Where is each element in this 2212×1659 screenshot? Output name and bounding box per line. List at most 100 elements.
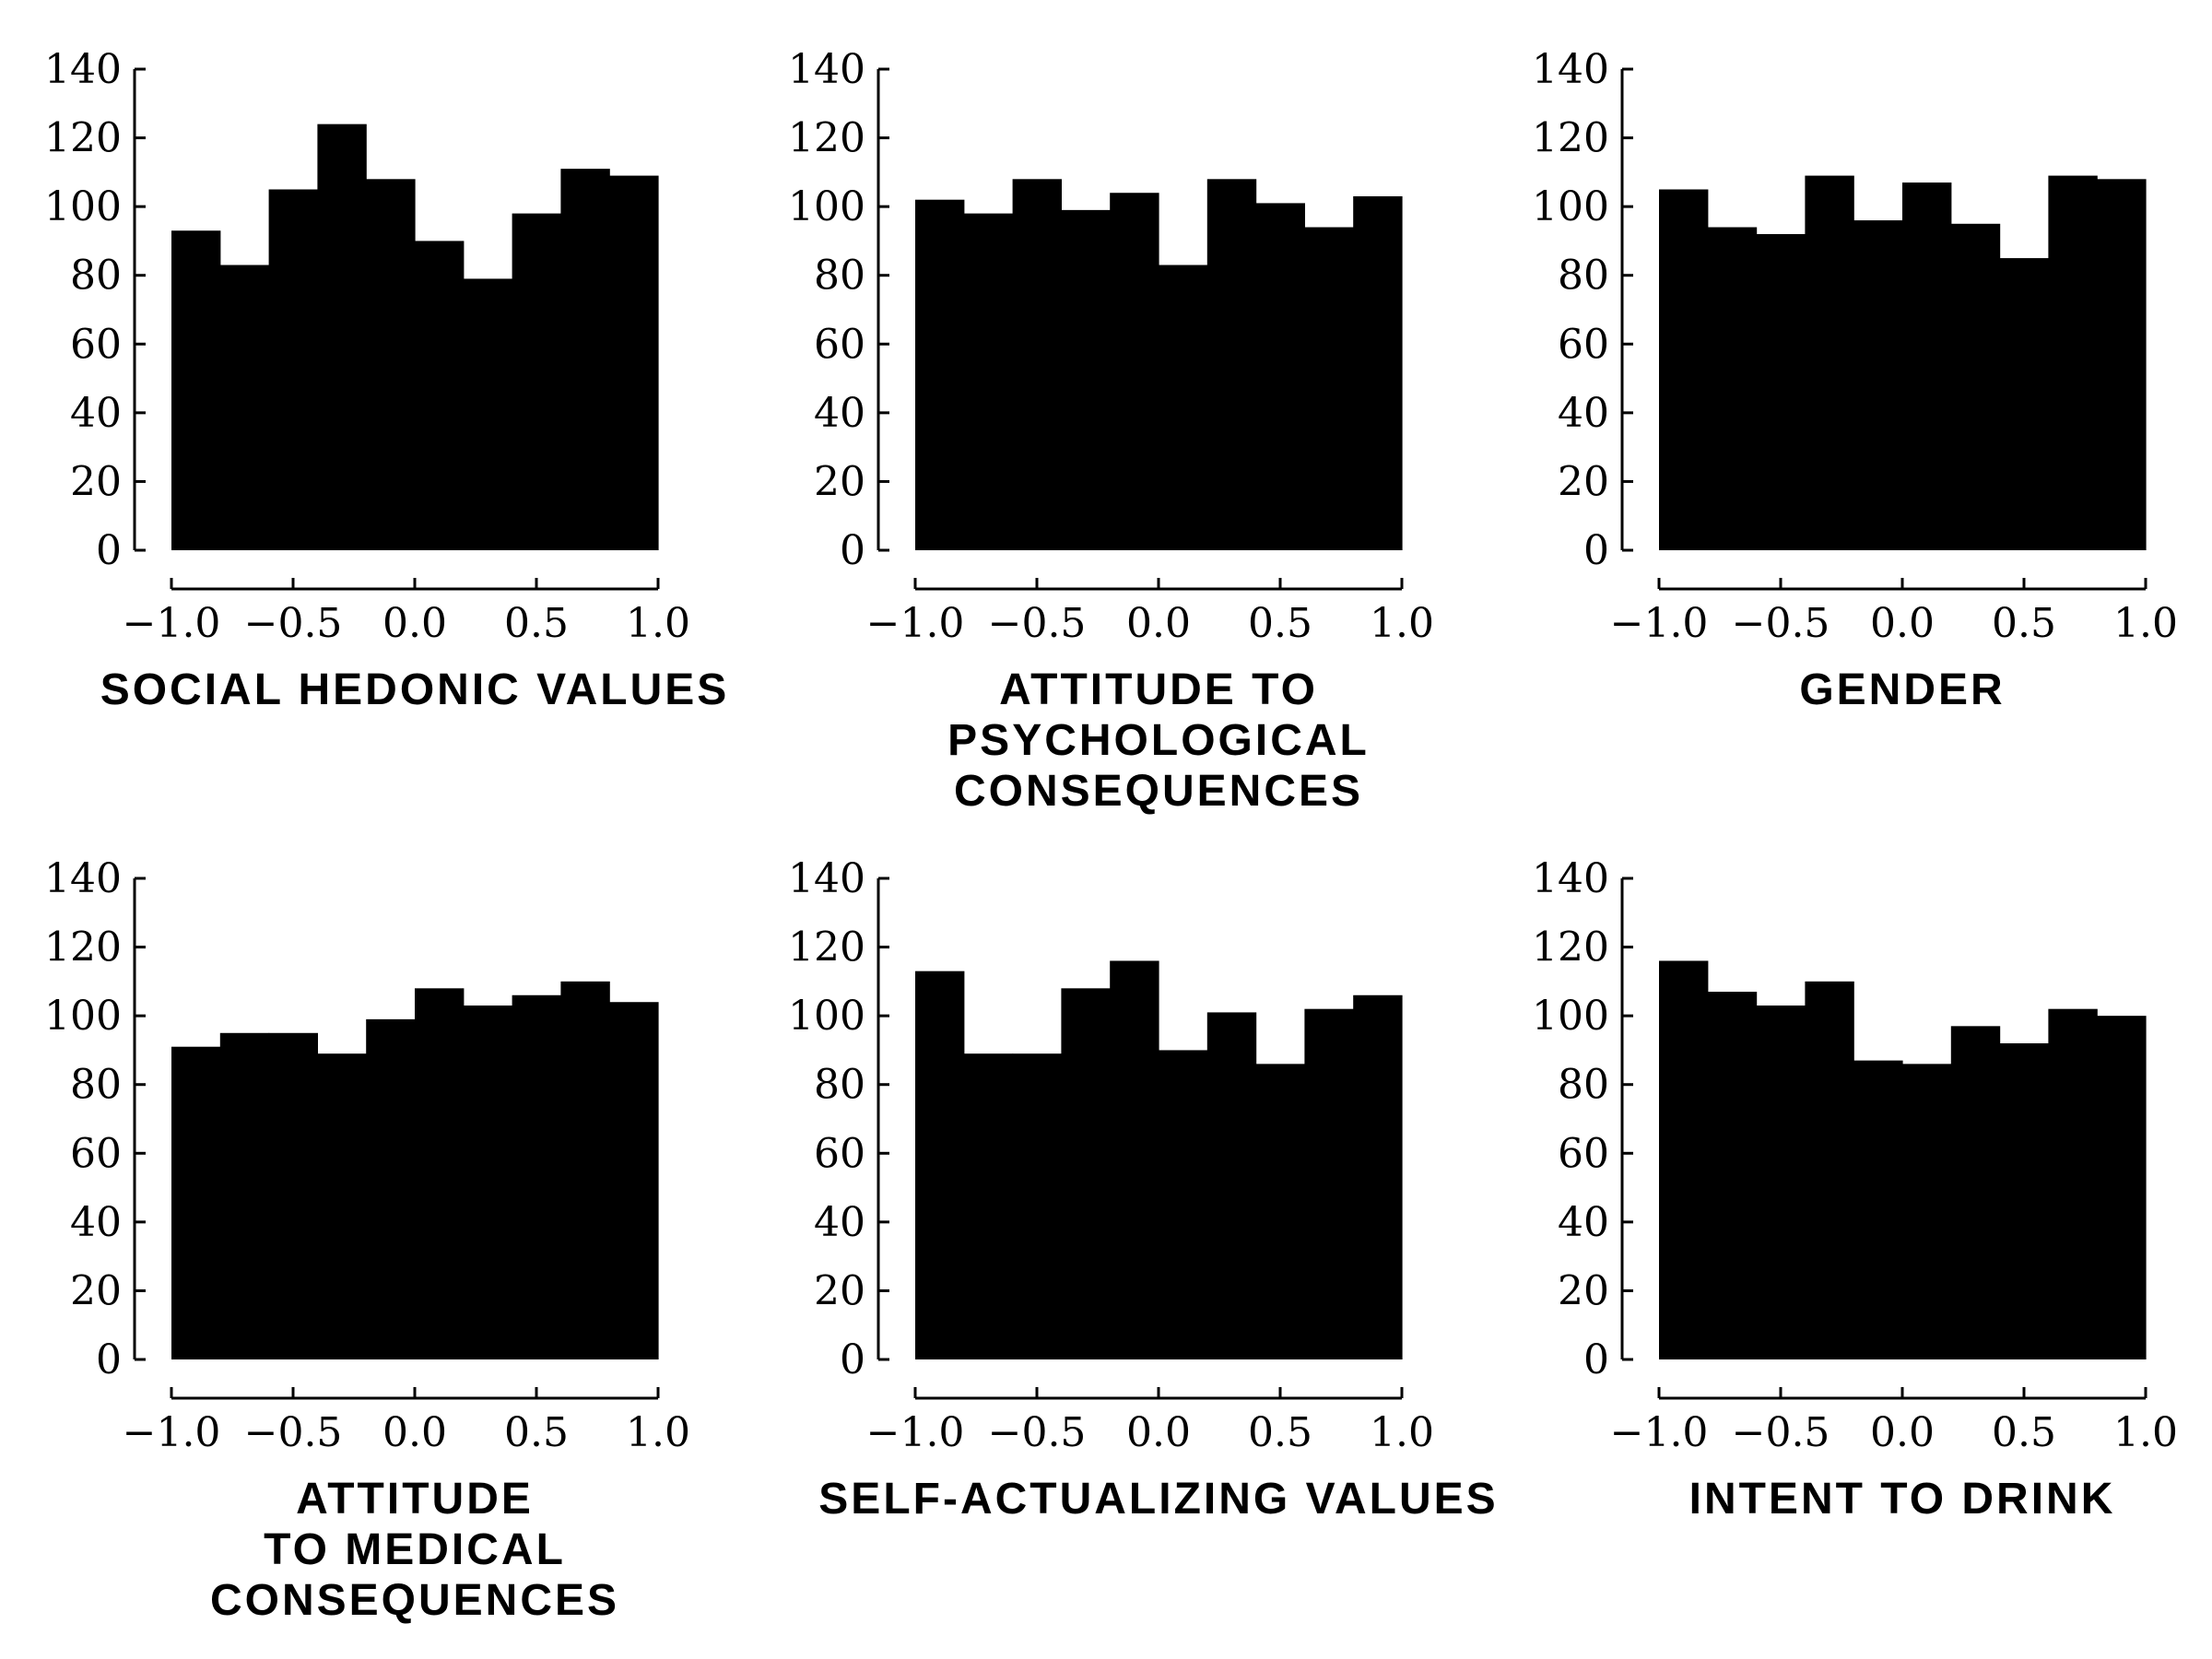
y-tick-label: 20 bbox=[1558, 1267, 1609, 1314]
histogram-bar bbox=[268, 189, 318, 550]
y-tick-label: 0 bbox=[840, 527, 865, 574]
x-tick-label: 0.0 bbox=[1126, 1409, 1191, 1456]
y-tick-label: 140 bbox=[788, 855, 865, 902]
y-tick-label: 60 bbox=[70, 1130, 122, 1177]
x-tick-label: −1.0 bbox=[1610, 1409, 1709, 1456]
y-tick-label: 140 bbox=[1532, 855, 1609, 902]
y-tick-label: 0 bbox=[1583, 1336, 1609, 1383]
histogram-bar bbox=[219, 265, 270, 550]
x-tick-label: 0.0 bbox=[1126, 600, 1191, 647]
y-tick-label: 20 bbox=[70, 1267, 122, 1314]
y-tick-label: 120 bbox=[788, 924, 865, 971]
histogram-panel: 0 20 40 60 80 100 120 140 −1.0 −0.5 0.0 0.5 1.0 SELF-… bbox=[788, 855, 1498, 1524]
histogram-bar bbox=[366, 179, 416, 551]
y-tick-label: 120 bbox=[1532, 115, 1609, 162]
y-tick-label: 120 bbox=[1532, 924, 1609, 971]
y-tick-label: 140 bbox=[44, 46, 122, 93]
histogram-bar bbox=[1353, 994, 1403, 1359]
y-tick-label: 100 bbox=[1532, 183, 1609, 230]
y-tick-label: 120 bbox=[44, 115, 122, 162]
histogram-bar bbox=[171, 230, 221, 550]
y-tick-label: 20 bbox=[814, 458, 865, 505]
x-tick-label: −0.5 bbox=[1732, 600, 1830, 647]
x-tick-label: 0.0 bbox=[1870, 1409, 1935, 1456]
histogram-bar bbox=[2097, 179, 2147, 551]
x-tick-label: 1.0 bbox=[1370, 600, 1434, 647]
x-tick-label: 1.0 bbox=[1370, 1409, 1434, 1456]
x-tick-label: 1.0 bbox=[2113, 1409, 2178, 1456]
x-tick-label: 1.0 bbox=[2113, 600, 2178, 647]
y-tick-label: 140 bbox=[44, 855, 122, 902]
histogram-bar bbox=[2048, 1008, 2098, 1359]
y-tick-label: 140 bbox=[788, 46, 865, 93]
panel-title: SOCIAL HEDONIC VALUES bbox=[100, 665, 730, 714]
histogram-bar bbox=[2097, 1016, 2147, 1359]
histogram-bar bbox=[415, 241, 465, 550]
x-tick-label: 0.0 bbox=[1870, 600, 1935, 647]
panel-title: SELF-ACTUALIZING VALUES bbox=[818, 1475, 1498, 1524]
histogram-bar bbox=[1159, 1050, 1208, 1359]
x-tick-label: −0.5 bbox=[244, 600, 343, 647]
histogram-bar bbox=[1255, 1064, 1305, 1359]
x-tick-label: 0.5 bbox=[1992, 600, 2056, 647]
histogram-bar bbox=[609, 175, 659, 551]
histogram-bar bbox=[1707, 227, 1758, 550]
y-tick-label: 100 bbox=[44, 993, 122, 1040]
y-tick-label: 40 bbox=[1558, 390, 1609, 437]
histogram-bar bbox=[219, 1032, 270, 1359]
y-tick-label: 40 bbox=[70, 1199, 122, 1246]
histogram-bar bbox=[463, 1005, 513, 1359]
x-tick-label: −1.0 bbox=[123, 1409, 221, 1456]
histogram-bar bbox=[1110, 960, 1159, 1359]
y-tick-label: 120 bbox=[44, 924, 122, 971]
histogram-bar bbox=[1061, 988, 1111, 1359]
panel-title: ATTITUDE bbox=[296, 1475, 534, 1524]
y-tick-label: 0 bbox=[96, 527, 122, 574]
y-tick-label: 60 bbox=[814, 1130, 865, 1177]
panel-title: TO MEDICAL bbox=[264, 1525, 566, 1574]
histogram-bar bbox=[560, 981, 610, 1359]
x-tick-label: 1.0 bbox=[626, 1409, 690, 1456]
panel-title: CONSEQUENCES bbox=[210, 1576, 619, 1625]
y-tick-label: 80 bbox=[70, 1062, 122, 1109]
y-tick-label: 40 bbox=[70, 390, 122, 437]
histogram-bar bbox=[915, 971, 965, 1359]
x-tick-label: −1.0 bbox=[866, 600, 965, 647]
histogram-bar bbox=[1659, 960, 1709, 1359]
histogram-bar bbox=[1902, 182, 1952, 551]
y-tick-label: 40 bbox=[814, 390, 865, 437]
histogram-bar bbox=[609, 1002, 659, 1359]
histogram-bar bbox=[1304, 227, 1354, 550]
panel-title: GENDER bbox=[1799, 665, 2005, 714]
histogram-bar bbox=[1304, 1008, 1354, 1359]
x-tick-label: −1.0 bbox=[123, 600, 221, 647]
y-tick-label: 20 bbox=[814, 1267, 865, 1314]
y-tick-label: 120 bbox=[788, 115, 865, 162]
histogram-bar bbox=[1061, 209, 1111, 550]
x-tick-label: 0.5 bbox=[504, 1409, 569, 1456]
histogram-bar bbox=[366, 1018, 416, 1359]
y-tick-label: 140 bbox=[1532, 46, 1609, 93]
y-tick-label: 60 bbox=[814, 321, 865, 368]
histogram-bar bbox=[1805, 175, 1854, 551]
x-tick-label: −0.5 bbox=[988, 1409, 1087, 1456]
histogram-bar bbox=[317, 124, 367, 550]
histogram-bar bbox=[463, 278, 513, 550]
histogram-panel: 0 20 40 60 80 100 120 140 −1.0 −0.5 0.0 0.5 1.0 ATTIT… bbox=[788, 46, 1434, 816]
y-tick-label: 60 bbox=[1558, 321, 1609, 368]
x-tick-label: 0.0 bbox=[382, 600, 447, 647]
y-tick-label: 80 bbox=[1558, 1062, 1609, 1109]
histogram-bar bbox=[1012, 1053, 1062, 1359]
y-tick-label: 100 bbox=[44, 183, 122, 230]
panel-title: ATTITUDE TO bbox=[999, 665, 1318, 714]
histogram-bar bbox=[1255, 203, 1305, 550]
y-tick-label: 40 bbox=[814, 1199, 865, 1246]
histogram-bar bbox=[1999, 258, 2049, 550]
histogram-bar bbox=[268, 1032, 318, 1359]
histogram-bar bbox=[1659, 189, 1709, 550]
histogram-bar bbox=[915, 199, 965, 550]
x-tick-label: 0.5 bbox=[1992, 1409, 2056, 1456]
y-tick-label: 20 bbox=[70, 458, 122, 505]
y-tick-label: 0 bbox=[96, 1336, 122, 1383]
